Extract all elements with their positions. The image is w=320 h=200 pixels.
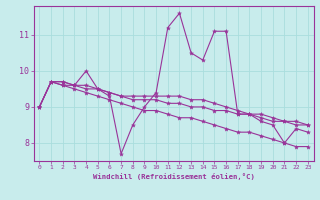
X-axis label: Windchill (Refroidissement éolien,°C): Windchill (Refroidissement éolien,°C) xyxy=(93,173,254,180)
